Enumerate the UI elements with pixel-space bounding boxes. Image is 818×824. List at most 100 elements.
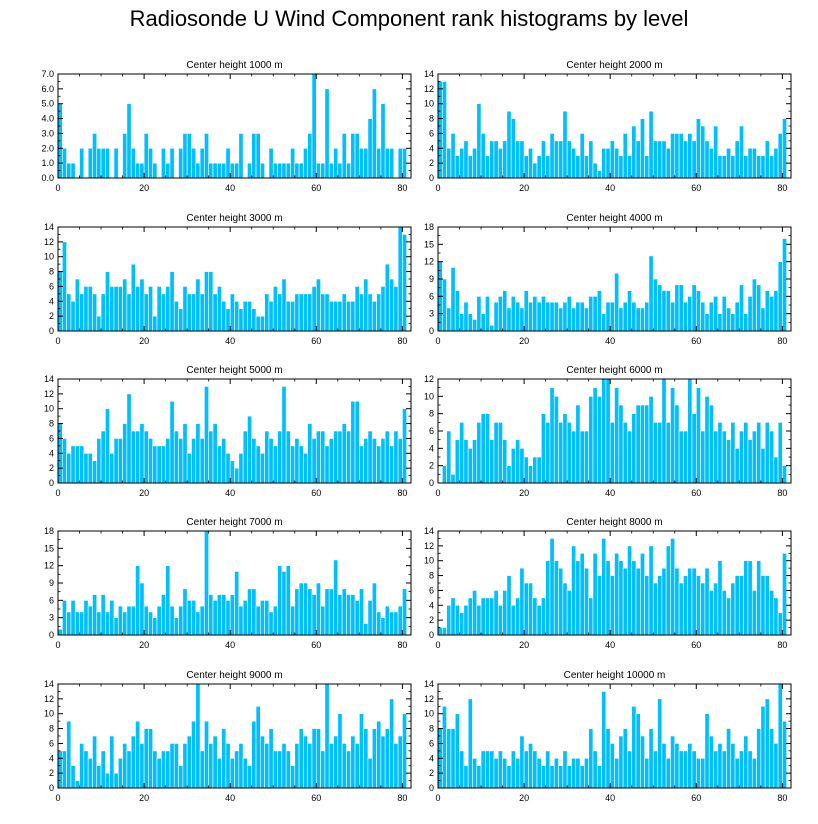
bar — [247, 415, 253, 484]
bar — [510, 750, 516, 789]
bar — [216, 594, 222, 636]
bar — [212, 735, 218, 789]
bar — [195, 162, 201, 179]
bar — [558, 422, 564, 484]
bar — [113, 286, 119, 332]
y-tick-label: 8 — [429, 409, 434, 419]
bar — [743, 735, 749, 789]
bar — [476, 604, 482, 636]
bar — [609, 743, 615, 789]
bar — [182, 423, 188, 484]
bar — [756, 284, 762, 332]
bar — [523, 582, 529, 636]
bar — [497, 422, 503, 484]
bar — [472, 757, 478, 789]
bar — [315, 582, 321, 636]
bar — [135, 430, 141, 484]
bar — [337, 430, 343, 484]
bar — [562, 413, 568, 484]
y-tick-label: 15 — [44, 543, 54, 553]
bar — [502, 757, 508, 789]
bar — [670, 387, 676, 484]
bar — [62, 438, 67, 484]
bar — [212, 162, 218, 179]
bar — [199, 293, 205, 332]
bar — [100, 430, 106, 484]
bar — [627, 155, 633, 179]
x-tick-label: 80 — [777, 183, 787, 193]
bar — [502, 140, 508, 179]
bar — [225, 147, 231, 179]
x-tick-label: 20 — [519, 336, 529, 346]
bar — [506, 765, 512, 789]
bar — [359, 445, 364, 484]
bar — [126, 293, 132, 332]
y-tick-label: 8 — [49, 724, 54, 734]
bar — [359, 147, 364, 179]
bar — [384, 605, 390, 636]
bar — [152, 162, 158, 179]
bar — [579, 301, 585, 332]
bar — [575, 301, 581, 332]
bar — [743, 422, 749, 484]
bar — [156, 757, 162, 789]
bar — [105, 772, 110, 789]
bar — [126, 393, 132, 484]
bar — [221, 438, 227, 484]
bar — [389, 698, 395, 789]
y-tick-label: 18 — [44, 526, 54, 536]
bar — [70, 162, 76, 179]
bar — [497, 296, 503, 332]
y-tick-label: 2 — [429, 768, 434, 778]
panel-title: Center height 9000 m — [186, 670, 282, 681]
bar — [463, 301, 469, 332]
bar — [713, 430, 719, 484]
bar — [221, 300, 227, 332]
bar — [178, 438, 184, 484]
bar — [596, 575, 602, 636]
y-tick-label: 0 — [49, 630, 54, 640]
x-tick-label: 80 — [397, 793, 407, 803]
bar — [541, 413, 546, 484]
bar — [687, 378, 693, 484]
y-tick-label: 9 — [429, 274, 434, 284]
bar — [489, 750, 495, 789]
y-tick-label: 14 — [44, 222, 54, 232]
bar — [571, 545, 577, 636]
y-tick-label: 2 — [429, 615, 434, 625]
bar — [734, 140, 740, 179]
bar — [601, 147, 607, 179]
bar — [549, 765, 555, 789]
bar — [92, 293, 98, 332]
y-tick-label: 0.0 — [41, 173, 54, 183]
bar — [704, 313, 710, 332]
bar — [350, 400, 356, 484]
bar — [363, 623, 369, 636]
y-tick-label: 10 — [424, 556, 434, 566]
bar — [83, 286, 89, 332]
y-tick-label: 12 — [44, 694, 54, 704]
bar — [739, 125, 744, 179]
bar — [363, 147, 369, 179]
x-tick-label: 40 — [225, 488, 235, 498]
bar — [148, 438, 154, 484]
panel-title: Center height 8000 m — [566, 517, 662, 528]
bar — [337, 162, 343, 179]
y-tick-label: 14 — [424, 69, 434, 79]
bar — [528, 147, 534, 179]
bar — [644, 301, 650, 332]
bar — [553, 301, 559, 332]
y-tick-label: 2 — [429, 461, 434, 471]
bar — [756, 422, 762, 484]
bar — [173, 430, 179, 484]
bar — [691, 140, 697, 179]
bar — [515, 301, 521, 332]
bar — [588, 296, 594, 332]
bar — [341, 743, 347, 789]
bar — [708, 404, 714, 484]
bar — [467, 155, 473, 179]
bar — [70, 445, 76, 484]
bar — [66, 720, 72, 789]
bar — [105, 611, 110, 636]
bar — [627, 290, 633, 332]
